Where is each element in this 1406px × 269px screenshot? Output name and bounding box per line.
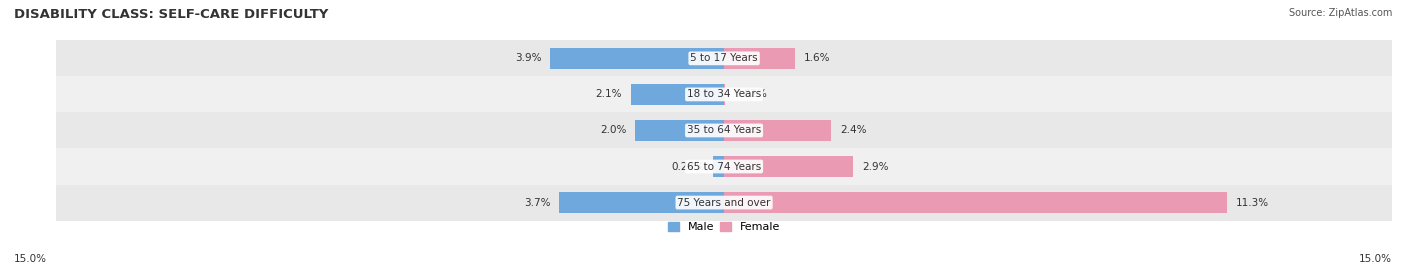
Text: 0.24%: 0.24% [672,161,704,172]
Text: 2.4%: 2.4% [839,125,866,136]
Legend: Male, Female: Male, Female [664,217,785,237]
Bar [724,120,831,141]
Text: 3.7%: 3.7% [524,197,551,208]
Text: 35 to 64 Years: 35 to 64 Years [688,125,761,136]
Text: DISABILITY CLASS: SELF-CARE DIFFICULTY: DISABILITY CLASS: SELF-CARE DIFFICULTY [14,8,329,21]
Text: 1.6%: 1.6% [804,53,831,63]
Text: 2.0%: 2.0% [600,125,626,136]
Text: 15.0%: 15.0% [14,254,46,264]
Bar [724,156,853,177]
Text: 75 Years and over: 75 Years and over [678,197,770,208]
Text: 11.3%: 11.3% [1236,197,1270,208]
Bar [713,156,724,177]
Bar [551,48,724,69]
Bar [630,84,724,105]
Bar [56,148,1392,185]
Bar [560,192,724,213]
Bar [56,40,1392,76]
Bar [56,76,1392,112]
Text: 65 to 74 Years: 65 to 74 Years [688,161,761,172]
Text: Source: ZipAtlas.com: Source: ZipAtlas.com [1288,8,1392,18]
Bar [56,112,1392,148]
Bar [56,185,1392,221]
Bar [724,192,1227,213]
Bar [724,48,796,69]
Text: 2.1%: 2.1% [595,89,621,100]
Bar [636,120,724,141]
Text: 15.0%: 15.0% [1360,254,1392,264]
Text: 18 to 34 Years: 18 to 34 Years [688,89,761,100]
Text: 3.9%: 3.9% [515,53,541,63]
Text: 5 to 17 Years: 5 to 17 Years [690,53,758,63]
Text: 2.9%: 2.9% [862,161,889,172]
Text: 0.02%: 0.02% [734,89,766,100]
